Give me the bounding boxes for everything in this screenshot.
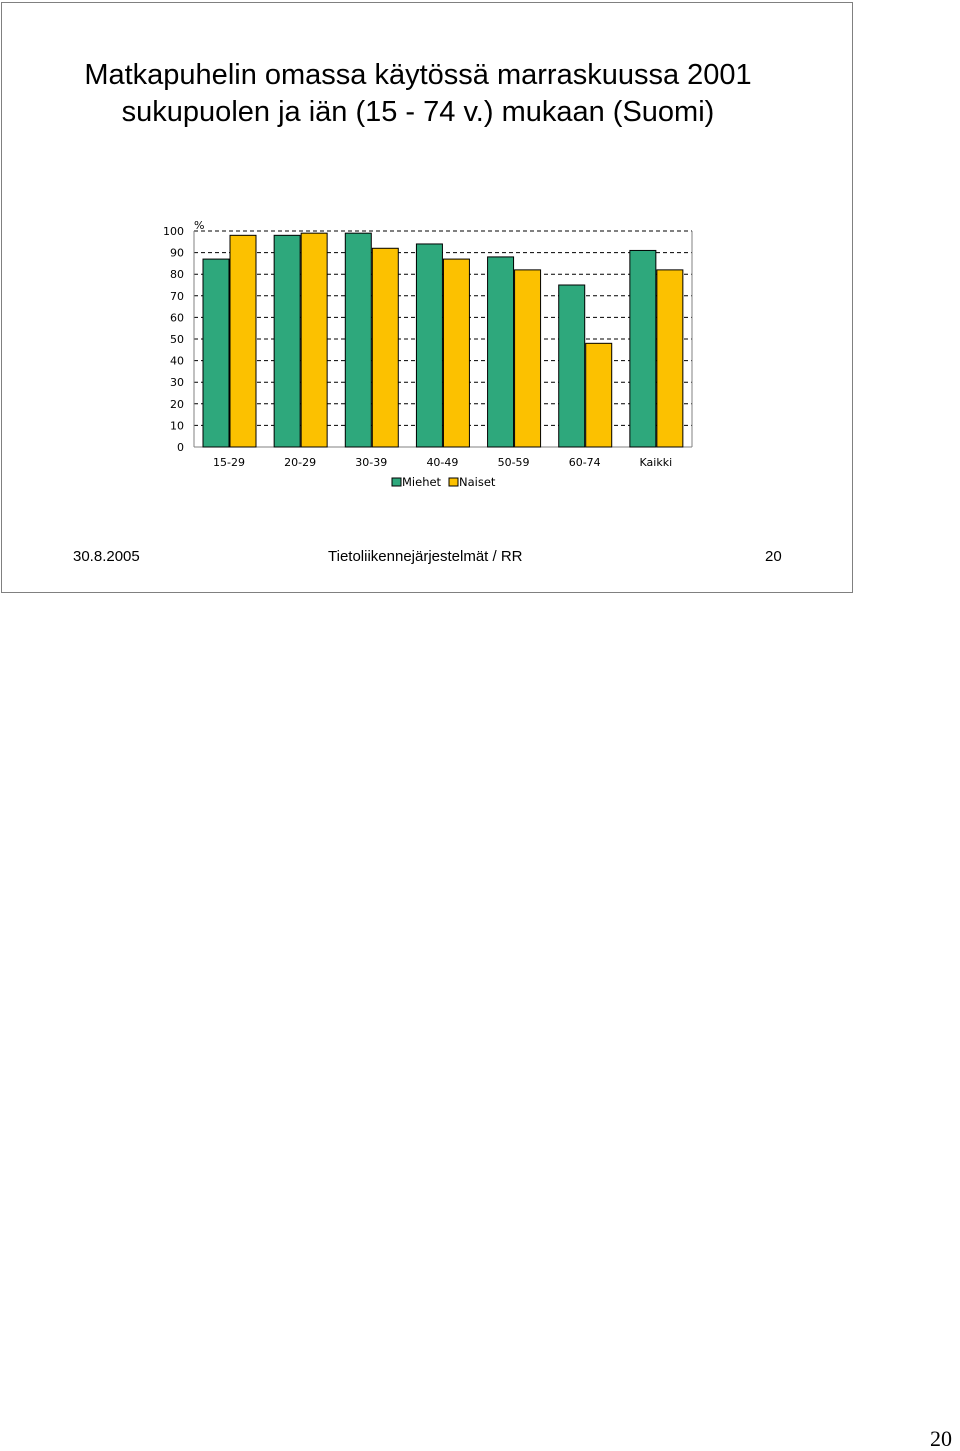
- bar-naiset-20-29: [300, 232, 328, 448]
- legend-swatch-naiset: [448, 477, 459, 487]
- x-tick-label: 40-49: [426, 456, 458, 469]
- slide-title-line-2: sukupuolen ja iän (15 - 74 v.) mukaan (S…: [121, 96, 715, 128]
- legend-label-miehet: Miehet: [402, 475, 442, 489]
- slide-title-line-1: Matkapuhelin omassa käytössä marraskuuss…: [84, 59, 752, 91]
- chart-labels: 0 10 20 30 40 50 60 70 80 90 100 % 15-29 20-29 30-39 40…: [163, 219, 672, 469]
- x-tick-label: 50-59: [498, 456, 530, 469]
- bar-naiset-15-29: [229, 234, 257, 448]
- page-number: 20: [930, 1426, 952, 1451]
- y-tick-label: 20: [170, 398, 184, 411]
- y-tick-label: 90: [170, 247, 184, 260]
- bar-naiset-40-49: [442, 258, 470, 448]
- footer-date: 30.8.2005: [73, 548, 140, 565]
- bar-naiset-50-59: [514, 269, 542, 448]
- bar-miehet-15-29: [202, 258, 230, 448]
- x-tick-label: 60-74: [569, 456, 601, 469]
- y-tick-label: 10: [170, 419, 184, 432]
- bar-miehet-20-29: [273, 234, 301, 448]
- chart-bars: [202, 232, 684, 448]
- bar-miehet-40-49: [415, 243, 443, 448]
- x-tick-label: 20-29: [284, 456, 316, 469]
- footer-slide-number: 20: [765, 548, 782, 565]
- y-axis-unit-label: %: [194, 219, 204, 232]
- bar-miehet-kaikki: [629, 249, 657, 448]
- legend-label-naiset: Naiset: [459, 475, 496, 489]
- y-tick-label: 80: [170, 268, 184, 281]
- y-tick-label: 0: [177, 441, 184, 454]
- x-tick-label: 30-39: [355, 456, 387, 469]
- bar-naiset-60-74: [585, 342, 613, 448]
- bar-miehet-30-39: [344, 232, 372, 448]
- y-tick-label: 100: [163, 225, 184, 238]
- y-tick-label: 40: [170, 355, 184, 368]
- x-tick-label: 15-29: [213, 456, 245, 469]
- bar-naiset-kaikki: [656, 269, 684, 448]
- bar-miehet-60-74: [558, 284, 586, 448]
- slide-frame: Matkapuhelin omassa käytössä marraskuuss…: [1, 2, 853, 593]
- y-tick-label: 70: [170, 290, 184, 303]
- bar-miehet-50-59: [487, 256, 515, 448]
- chart-legend: Miehet Naiset: [391, 475, 496, 489]
- x-tick-label: Kaikki: [640, 456, 673, 469]
- y-tick-label: 30: [170, 376, 184, 389]
- bar-naiset-30-39: [371, 247, 399, 448]
- footer-course-title: Tietoliikennejärjestelmät / RR: [328, 548, 523, 565]
- legend-swatch-miehet: [391, 477, 402, 487]
- y-tick-label: 60: [170, 311, 184, 324]
- bar-chart: 0 10 20 30 40 50 60 70 80 90 100 % 15-29 20-29 30-39 40…: [163, 219, 693, 489]
- y-tick-label: 50: [170, 333, 184, 346]
